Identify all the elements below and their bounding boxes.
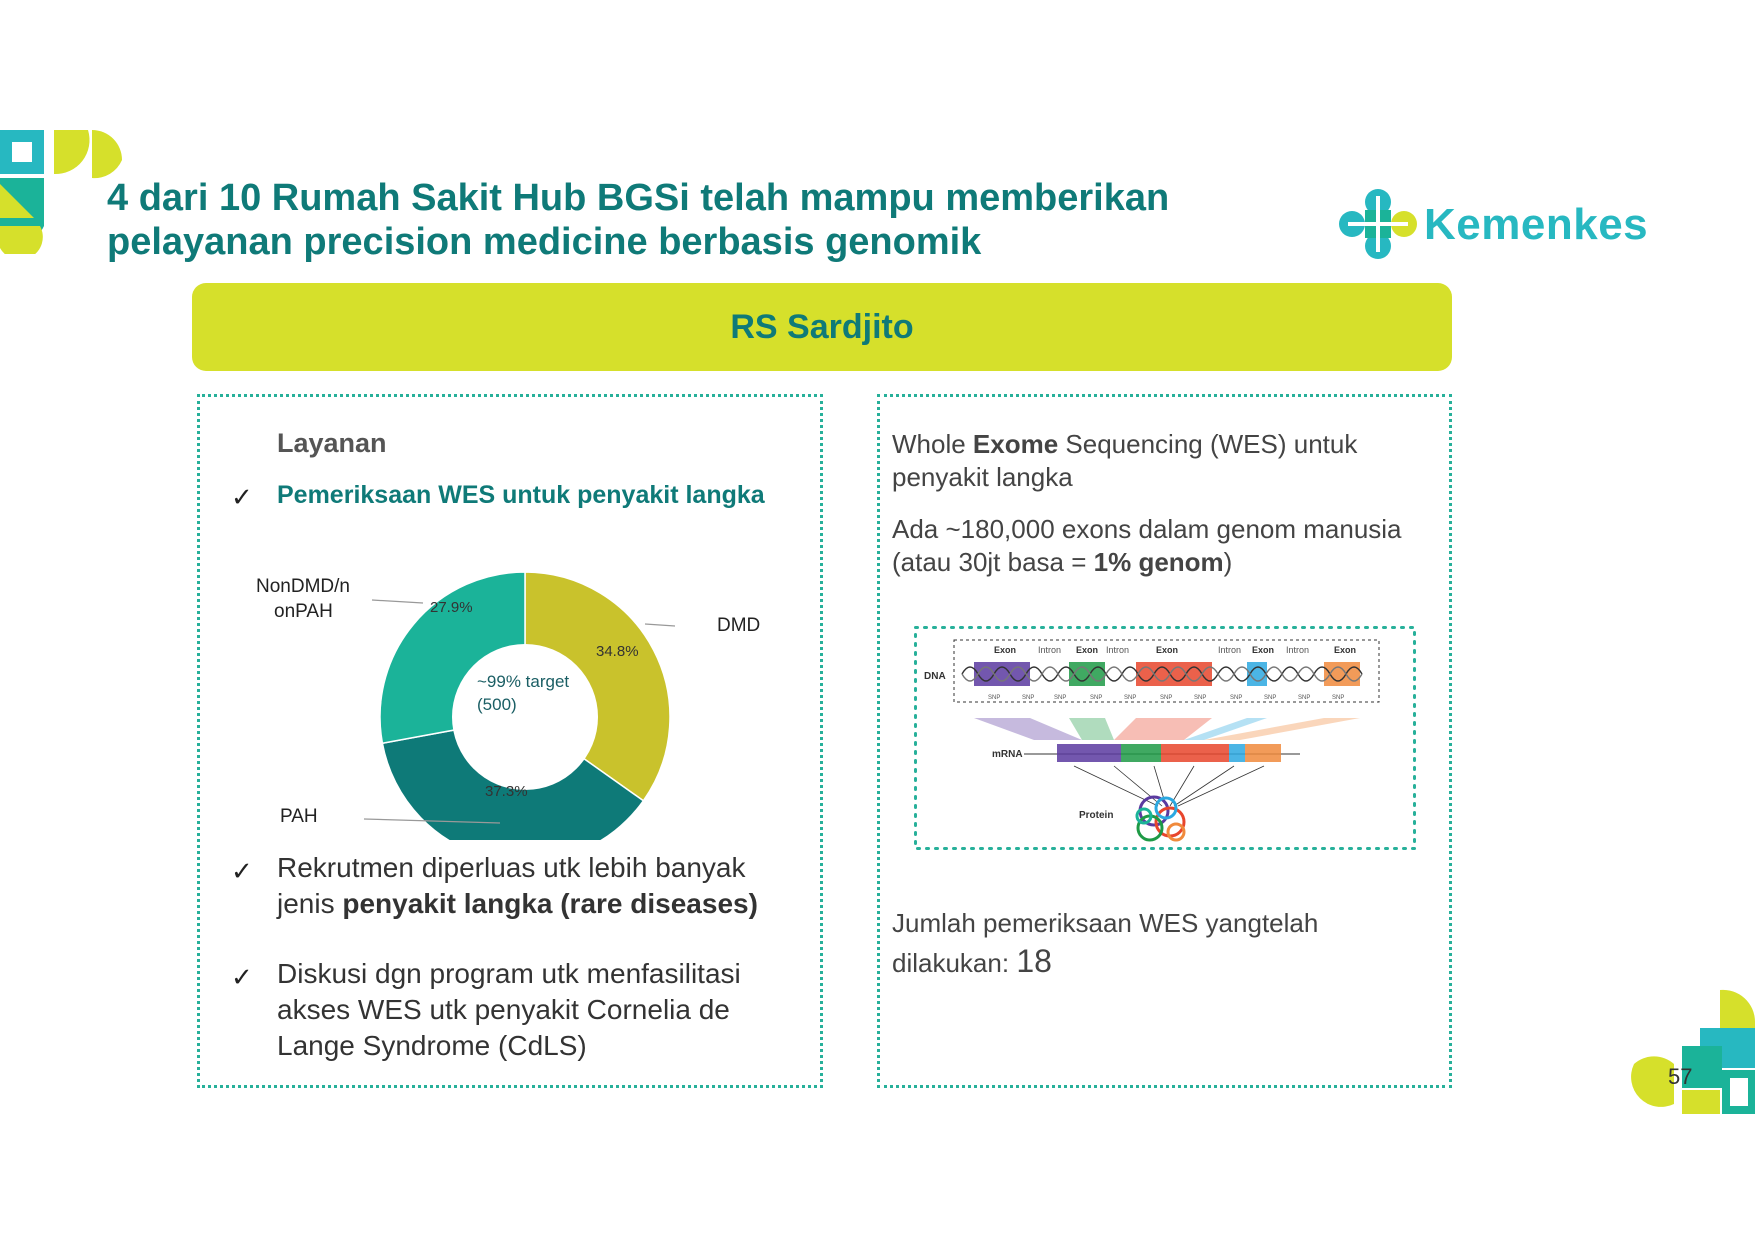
section-banner: RS Sardjito: [192, 283, 1452, 371]
corner-logo-bottom-right: [1631, 989, 1755, 1114]
protein-icon: [1135, 795, 1186, 842]
category-label-dmd: DMD: [717, 615, 760, 636]
exon-description: Ada ~180,000 exons dalam genom manusia (…: [892, 514, 1402, 577]
center-label-line1: ~99% target: [477, 672, 569, 691]
leader-line-dmd: [644, 623, 676, 627]
svg-text:Exon: Exon: [994, 645, 1016, 655]
left-panel: [197, 394, 823, 1088]
svg-text:SNP: SNP: [1160, 695, 1172, 701]
svg-text:SNP: SNP: [1090, 695, 1102, 701]
check-icon: ✓: [231, 482, 253, 512]
corner-logo-top-left: [0, 130, 122, 254]
svg-text:SNP: SNP: [1298, 695, 1310, 701]
bullet-item: Diskusi dgn program utk menfasilitasi ak…: [277, 958, 741, 1061]
category-label-pah: PAH: [280, 806, 318, 827]
donut-slice-dmd: [524, 571, 671, 802]
wes-count: 18: [1016, 943, 1052, 979]
svg-text:SNP: SNP: [988, 695, 1000, 701]
wes-description: Whole Exome Sequencing (WES) untuk penya…: [892, 429, 1358, 492]
leader-line-non: [371, 599, 424, 604]
logo-text: Kemenkes: [1424, 200, 1649, 249]
svg-text:SNP: SNP: [1022, 695, 1034, 701]
check-icon: ✓: [231, 962, 253, 992]
dna-label: DNA: [924, 671, 946, 682]
svg-text:SNP: SNP: [1124, 695, 1136, 701]
leader-line-pah: [363, 818, 501, 824]
svg-text:Intron: Intron: [1218, 645, 1241, 655]
svg-text:SNP: SNP: [1332, 695, 1344, 701]
banner-title: RS Sardjito: [730, 307, 914, 346]
donut-chart: 27.9% 34.8% 37.3% ~99% target (500) NonD…: [256, 571, 760, 840]
svg-text:SNP: SNP: [1230, 695, 1242, 701]
svg-text:Exon: Exon: [1076, 645, 1098, 655]
svg-text:Exon: Exon: [1252, 645, 1274, 655]
dna-mrna-protein-diagram: DNA Exon Intron Exon Intron Exon Intron …: [914, 626, 1416, 850]
svg-text:Intron: Intron: [1106, 645, 1129, 655]
kemenkes-logo-icon: [1339, 189, 1417, 259]
svg-text:Exon: Exon: [1156, 645, 1178, 655]
bullet-item: Rekrutmen diperluas utk lebih banyak jen…: [277, 852, 758, 919]
category-label-non-1: NonDMD/n: [256, 576, 350, 597]
slice-label-non: 27.9%: [430, 599, 473, 616]
service-item: Pemeriksaan WES untuk penyakit langka: [277, 481, 765, 509]
slice-label-pah: 37.3%: [485, 783, 528, 800]
category-label-non-2: onPAH: [274, 601, 333, 622]
svg-text:Intron: Intron: [1286, 645, 1309, 655]
svg-text:SNP: SNP: [1054, 695, 1066, 701]
page-title: 4 dari 10 Rumah Sakit Hub BGSi telah mam…: [107, 177, 1170, 263]
right-panel: [877, 394, 1452, 1088]
mrna-label: mRNA: [992, 749, 1023, 760]
check-icon: ✓: [231, 856, 253, 886]
slice-label-dmd: 34.8%: [596, 643, 639, 660]
svg-text:SNP: SNP: [1194, 695, 1206, 701]
wes-count-text: Jumlah pemeriksaan WES yangtelah dilakuk…: [892, 908, 1319, 979]
protein-label: Protein: [1079, 810, 1113, 821]
page-number: 57: [1668, 1064, 1693, 1089]
svg-text:SNP: SNP: [1264, 695, 1276, 701]
center-label-line2: (500): [477, 695, 517, 714]
svg-text:Exon: Exon: [1334, 645, 1356, 655]
svg-text:Intron: Intron: [1038, 645, 1061, 655]
section-heading: Layanan: [277, 428, 387, 458]
